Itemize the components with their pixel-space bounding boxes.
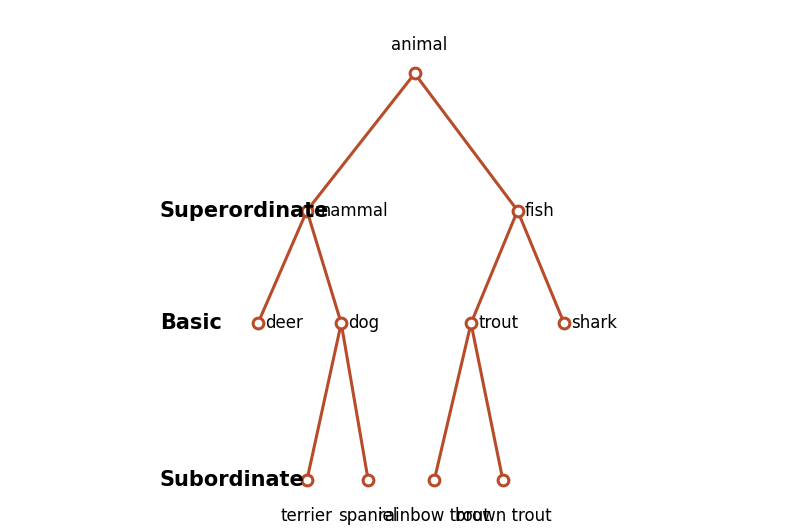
Point <box>362 476 374 484</box>
Text: animal: animal <box>391 36 448 54</box>
Point <box>558 319 570 327</box>
Point <box>428 476 441 484</box>
Point <box>511 206 524 215</box>
Text: spaniel: spaniel <box>338 507 398 525</box>
Point <box>497 476 510 484</box>
Text: rainbow trout: rainbow trout <box>378 507 490 525</box>
Point <box>465 319 478 327</box>
Text: terrier: terrier <box>281 507 333 525</box>
Text: shark: shark <box>571 314 618 332</box>
Text: Basic: Basic <box>160 313 222 333</box>
Point <box>408 69 421 78</box>
Text: brown trout: brown trout <box>454 507 551 525</box>
Text: Superordinate: Superordinate <box>160 200 330 221</box>
Text: fish: fish <box>525 202 554 220</box>
Text: Subordinate: Subordinate <box>160 470 305 490</box>
Point <box>251 319 264 327</box>
Point <box>301 476 314 484</box>
Point <box>335 319 348 327</box>
Text: trout: trout <box>478 314 518 332</box>
Text: mammal: mammal <box>314 202 388 220</box>
Point <box>301 206 314 215</box>
Text: dog: dog <box>349 314 380 332</box>
Text: deer: deer <box>266 314 303 332</box>
